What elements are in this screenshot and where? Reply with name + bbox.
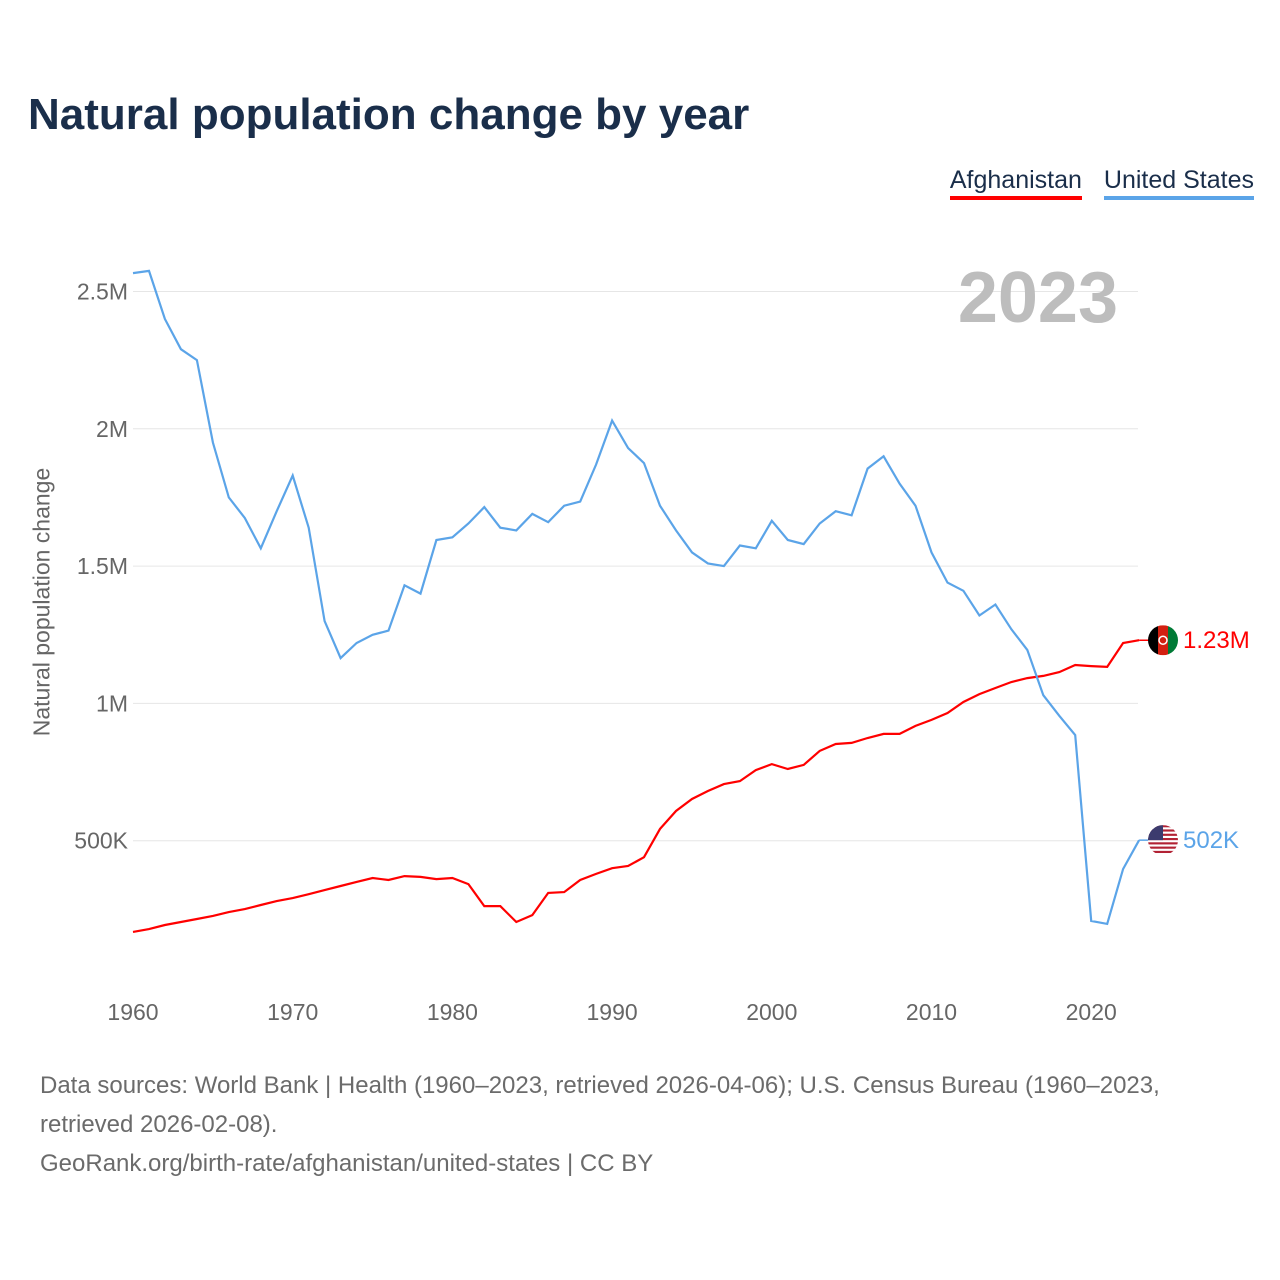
series-line-afghanistan <box>132 639 1140 933</box>
x-tick-label: 2010 <box>906 999 957 1025</box>
x-tick-label: 1980 <box>427 999 478 1025</box>
y-tick-label: 2.5M <box>77 279 128 305</box>
legend-afghanistan[interactable]: Afghanistan <box>949 166 1082 200</box>
x-tick-label: 2020 <box>1066 999 1117 1025</box>
y-tick-label: 500K <box>74 828 128 854</box>
data-sources: Data sources: World Bank | Health (1960–… <box>40 1072 1160 1138</box>
source-link[interactable]: GeoRank.org/birth-rate/afghanistan/unite… <box>40 1150 654 1177</box>
united-states-flag-icon <box>1148 825 1178 856</box>
chart-title: Natural population change by year <box>28 90 750 139</box>
footer: Data sources: World Bank | Health (1960–… <box>40 1066 1250 1183</box>
legend-united-states[interactable]: United States <box>1103 166 1254 200</box>
afghanistan-flag-icon <box>1148 625 1178 656</box>
x-tick-label: 1990 <box>587 999 638 1025</box>
end-value-label: 1.23M <box>1183 627 1250 654</box>
y-tick-label: 2M <box>96 416 128 442</box>
x-tick-label: 1970 <box>267 999 318 1025</box>
y-tick-label: 1.5M <box>77 553 128 579</box>
y-tick-label: 1M <box>96 690 128 716</box>
x-tick-label: 1960 <box>107 999 158 1025</box>
series-line-united-states <box>132 269 1141 926</box>
x-tick-label: 2000 <box>746 999 797 1025</box>
legend: Afghanistan United States <box>949 166 1254 200</box>
year-label: 2023 <box>958 258 1118 338</box>
end-value-label: 502K <box>1183 827 1239 854</box>
